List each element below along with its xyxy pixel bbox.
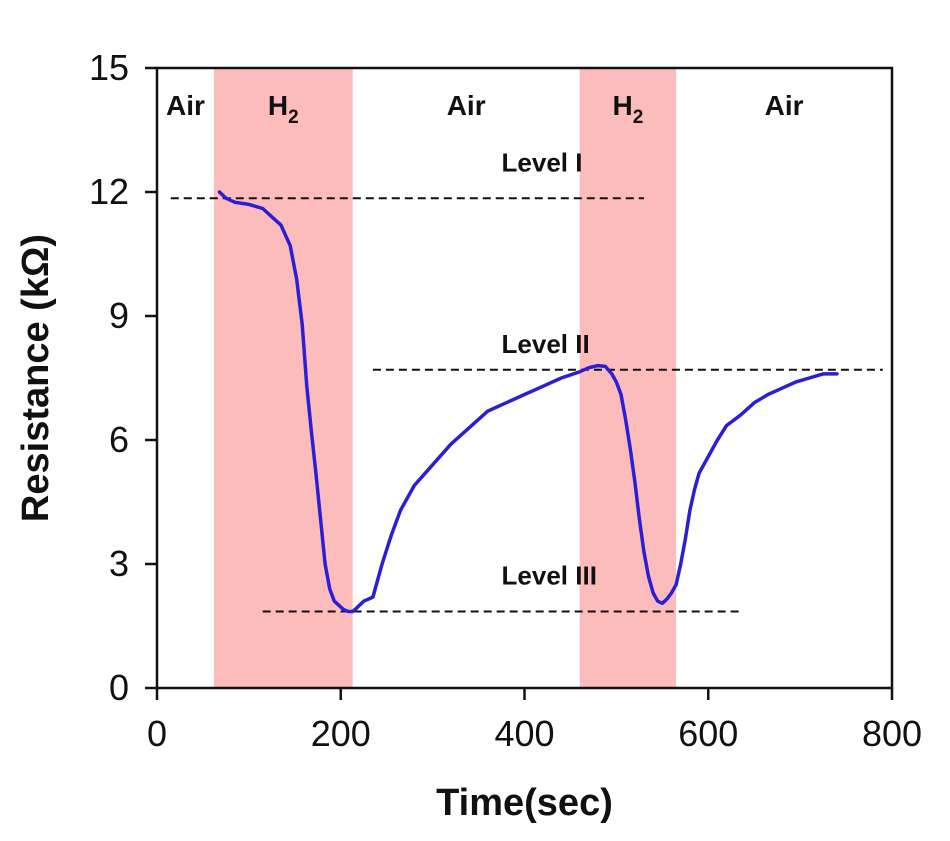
y-tick-label: 6 — [109, 419, 129, 460]
level-label: Level III — [502, 561, 597, 591]
region-label: Air — [765, 90, 804, 121]
x-tick-label: 0 — [147, 713, 167, 754]
region-label: Air — [166, 90, 205, 121]
level-lines: Level I Level II Level III — [170, 147, 883, 613]
gas-regions: Air H2 Air H2 Air — [166, 68, 804, 688]
h2-region-band — [579, 68, 677, 688]
resistance-line — [217, 190, 839, 614]
x-axis-title: Time(sec) — [436, 782, 613, 824]
y-axis-title: Resistance (kΩ) — [15, 234, 57, 522]
x-axis-ticks: 0 200 400 600 800 — [147, 688, 922, 754]
region-label: Air — [447, 90, 486, 121]
y-tick-label: 3 — [109, 543, 129, 584]
level-label: Level II — [502, 329, 590, 359]
region-label-subscript: 2 — [288, 107, 299, 128]
y-tick-label: 12 — [89, 171, 129, 212]
x-tick-label: 800 — [862, 713, 922, 754]
y-axis-ticks: 0 3 6 9 12 15 — [89, 47, 157, 708]
x-tick-label: 600 — [678, 713, 738, 754]
y-tick-label: 9 — [109, 295, 129, 336]
x-tick-label: 400 — [494, 713, 554, 754]
y-tick-label: 0 — [109, 667, 129, 708]
region-label-subscript: 2 — [633, 107, 644, 128]
resistance-series — [217, 190, 839, 614]
x-tick-label: 200 — [311, 713, 371, 754]
level-label: Level I — [502, 147, 583, 177]
y-tick-label: 15 — [89, 47, 129, 88]
